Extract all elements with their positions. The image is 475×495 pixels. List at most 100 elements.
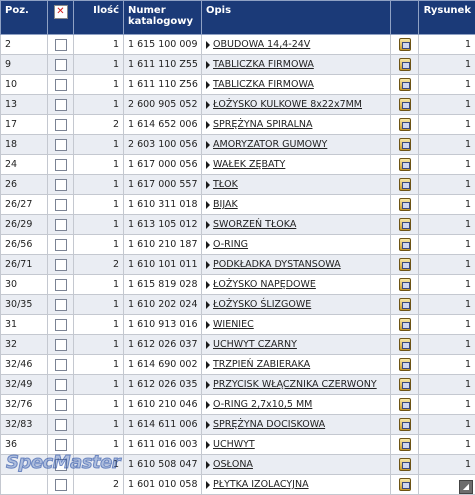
cell-select[interactable] <box>47 294 74 315</box>
row-checkbox[interactable] <box>54 138 67 151</box>
cell-select[interactable] <box>47 74 74 95</box>
expand-icon[interactable]: ◢ <box>459 480 473 494</box>
row-checkbox[interactable] <box>54 438 67 451</box>
header-select-all[interactable]: ✕ <box>47 0 74 35</box>
cell-drawing[interactable] <box>390 394 419 415</box>
cell-select[interactable] <box>47 114 74 135</box>
part-description-link[interactable]: TABLICZKA FIRMOWA <box>213 59 314 70</box>
drawing-icon[interactable] <box>398 58 411 71</box>
drawing-icon[interactable] <box>398 238 411 251</box>
part-description-link[interactable]: PŁYTKA IZOLACYJNA <box>213 479 309 490</box>
cell-drawing[interactable] <box>390 294 419 315</box>
cell-select[interactable] <box>47 334 74 355</box>
cell-select[interactable] <box>47 354 74 375</box>
part-description-link[interactable]: PRZYCISK WŁĄCZNIKA CZERWONY <box>213 379 377 390</box>
header-numer[interactable]: Numer katalogowy <box>123 0 202 35</box>
part-description-link[interactable]: O-RING 2,7x10,5 MM <box>213 399 313 410</box>
cell-select[interactable] <box>47 274 74 295</box>
cell-drawing[interactable] <box>390 134 419 155</box>
cell-select[interactable] <box>47 454 74 475</box>
cell-drawing[interactable] <box>390 54 419 75</box>
drawing-icon[interactable] <box>398 378 411 391</box>
part-description-link[interactable]: TŁOK <box>213 179 238 190</box>
cell-select[interactable] <box>47 214 74 235</box>
header-ilosc[interactable]: Ilość <box>73 0 124 35</box>
row-checkbox[interactable] <box>54 298 67 311</box>
drawing-icon[interactable] <box>398 158 411 171</box>
cell-drawing[interactable] <box>390 474 419 495</box>
cell-select[interactable] <box>47 254 74 275</box>
row-checkbox[interactable] <box>54 178 67 191</box>
drawing-icon[interactable] <box>398 478 411 491</box>
cell-drawing[interactable] <box>390 194 419 215</box>
part-description-link[interactable]: ŁOŻYSKO NAPĘDOWE <box>213 279 316 290</box>
cell-select[interactable] <box>47 314 74 335</box>
row-checkbox[interactable] <box>54 238 67 251</box>
cell-drawing[interactable] <box>390 354 419 375</box>
cell-select[interactable] <box>47 174 74 195</box>
cell-drawing[interactable] <box>390 114 419 135</box>
drawing-icon[interactable] <box>398 278 411 291</box>
row-checkbox[interactable] <box>54 218 67 231</box>
row-checkbox[interactable] <box>54 78 67 91</box>
drawing-icon[interactable] <box>398 118 411 131</box>
part-description-link[interactable]: OBUDOWA 14,4-24V <box>213 39 311 50</box>
cell-drawing[interactable] <box>390 314 419 335</box>
drawing-icon[interactable] <box>398 258 411 271</box>
part-description-link[interactable]: SPRĘŻYNA SPIRALNA <box>213 119 313 130</box>
cell-select[interactable] <box>47 474 74 495</box>
drawing-icon[interactable] <box>398 198 411 211</box>
part-description-link[interactable]: TABLICZKA FIRMOWA <box>213 79 314 90</box>
cell-select[interactable] <box>47 394 74 415</box>
cell-select[interactable] <box>47 54 74 75</box>
part-description-link[interactable]: OSŁONA <box>213 459 253 470</box>
part-description-link[interactable]: UCHWYT CZARNY <box>213 339 297 350</box>
row-checkbox[interactable] <box>54 198 67 211</box>
header-opis[interactable]: Opis <box>201 0 391 35</box>
part-description-link[interactable]: WIENIEC <box>213 319 254 330</box>
part-description-link[interactable]: BIJAK <box>213 199 238 210</box>
part-description-link[interactable]: O-RING <box>213 239 249 250</box>
row-checkbox[interactable] <box>54 258 67 271</box>
drawing-icon[interactable] <box>398 178 411 191</box>
header-rysunek[interactable]: Rysunek <box>418 0 475 35</box>
drawing-icon[interactable] <box>398 398 411 411</box>
part-description-link[interactable]: SWORZEŃ TŁOKA <box>213 219 297 230</box>
cell-drawing[interactable] <box>390 334 419 355</box>
cell-select[interactable] <box>47 94 74 115</box>
row-checkbox[interactable] <box>54 118 67 131</box>
cell-drawing[interactable] <box>390 74 419 95</box>
row-checkbox[interactable] <box>54 478 67 491</box>
cell-drawing[interactable] <box>390 34 419 55</box>
row-checkbox[interactable] <box>54 458 67 471</box>
drawing-icon[interactable] <box>398 298 411 311</box>
part-description-link[interactable]: UCHWYT <box>213 439 255 450</box>
cell-select[interactable] <box>47 414 74 435</box>
cell-drawing[interactable] <box>390 374 419 395</box>
cell-drawing[interactable] <box>390 254 419 275</box>
cell-drawing[interactable] <box>390 434 419 455</box>
row-checkbox[interactable] <box>54 398 67 411</box>
cell-select[interactable] <box>47 374 74 395</box>
row-checkbox[interactable] <box>54 378 67 391</box>
row-checkbox[interactable] <box>54 418 67 431</box>
cell-drawing[interactable] <box>390 214 419 235</box>
cell-drawing[interactable] <box>390 174 419 195</box>
row-checkbox[interactable] <box>54 358 67 371</box>
row-checkbox[interactable] <box>54 98 67 111</box>
drawing-icon[interactable] <box>398 338 411 351</box>
row-checkbox[interactable] <box>54 278 67 291</box>
drawing-icon[interactable] <box>398 98 411 111</box>
drawing-icon[interactable] <box>398 138 411 151</box>
part-description-link[interactable]: ŁOŻYSKO ŚLIZGOWE <box>213 299 312 310</box>
drawing-icon[interactable] <box>398 458 411 471</box>
cell-drawing[interactable] <box>390 274 419 295</box>
drawing-icon[interactable] <box>398 418 411 431</box>
part-description-link[interactable]: ŁOŻYSKO KULKOWE 8x22x7MM <box>213 99 363 110</box>
drawing-icon[interactable] <box>398 78 411 91</box>
close-icon[interactable]: ✕ <box>53 5 68 19</box>
cell-drawing[interactable] <box>390 94 419 115</box>
cell-select[interactable] <box>47 34 74 55</box>
part-description-link[interactable]: AMORYZATOR GUMOWY <box>213 139 328 150</box>
cell-drawing[interactable] <box>390 234 419 255</box>
